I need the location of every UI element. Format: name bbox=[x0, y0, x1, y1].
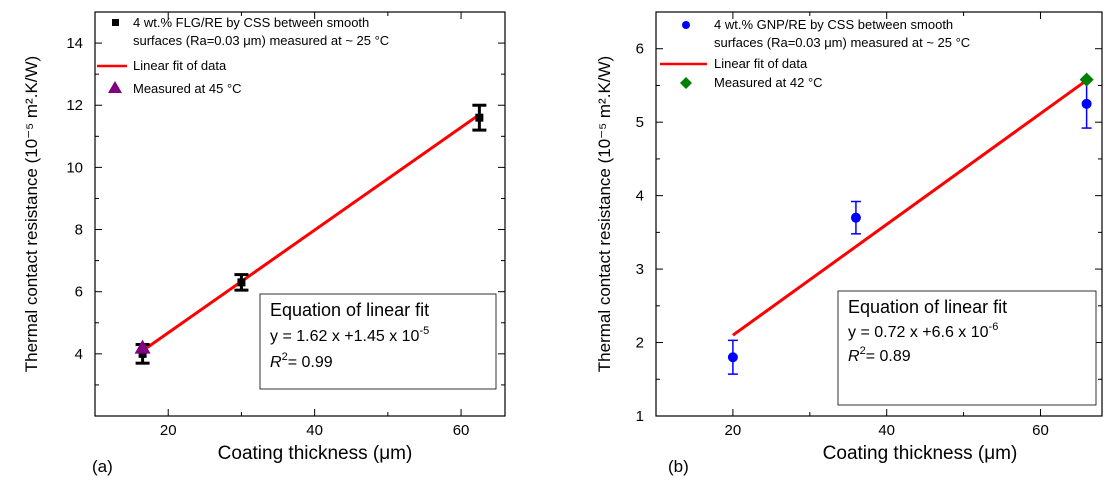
equation-title: Equation of linear fit bbox=[848, 297, 1007, 317]
y-tick-label: 8 bbox=[75, 222, 83, 239]
y-tick-label: 10 bbox=[66, 159, 83, 176]
data-point-circle bbox=[727, 352, 738, 363]
x-tick-label: 60 bbox=[1032, 422, 1049, 439]
data-point-triangle bbox=[134, 339, 151, 354]
y-tick-label: 6 bbox=[75, 284, 83, 301]
chart-marks bbox=[727, 72, 1094, 375]
legend-marker-flg bbox=[112, 19, 119, 26]
chart-panel-b: 20 40 60 1 2 3 4 5 6 Coating thickness (μm) Ther… bbox=[595, 11, 1103, 476]
plot-frame bbox=[94, 11, 506, 417]
equation-r2: R2= 0.99 bbox=[270, 351, 333, 371]
y-tick-label: 2 bbox=[636, 335, 644, 352]
y-tick-label: 12 bbox=[66, 97, 83, 114]
equation-formula: y = 0.72 x +6.6 x 10-6 bbox=[848, 321, 998, 341]
equation-r2: R2= 0.89 bbox=[848, 345, 911, 365]
panel-label: (a) bbox=[92, 457, 113, 476]
x-tick-label: 20 bbox=[160, 422, 177, 439]
y-axis-title: Thermal contact resistance (10⁻⁵ m².K/W) bbox=[595, 56, 614, 372]
x-axis-title: Coating thickness (μm) bbox=[218, 443, 413, 464]
axis-ticks: 20 40 60 1 2 3 4 5 6 bbox=[636, 12, 1102, 439]
legend-marker-42c bbox=[680, 77, 692, 89]
y-tick-label: 4 bbox=[636, 188, 644, 205]
chart-panel-a: 20 40 60 4 6 8 10 12 14 Coating thickness (μm) T… bbox=[22, 11, 506, 476]
x-tick-label: 20 bbox=[725, 422, 742, 439]
fit-line bbox=[141, 113, 481, 352]
data-point-square bbox=[237, 278, 246, 287]
y-tick-label: 3 bbox=[636, 261, 644, 278]
equation-title: Equation of linear fit bbox=[270, 300, 429, 320]
legend-marker-gnp bbox=[682, 21, 690, 29]
y-tick-label: 1 bbox=[636, 408, 644, 425]
x-tick-label: 40 bbox=[306, 422, 323, 439]
y-tick-label: 6 bbox=[636, 41, 644, 58]
y-axis-title: Thermal contact resistance (10⁻⁵ m².K/W) bbox=[22, 56, 41, 372]
legend-label-flg-line2: surfaces (Ra=0.03 μm) measured at ~ 25 °… bbox=[133, 33, 389, 48]
equation-box-frame bbox=[259, 293, 497, 390]
legend-label-45c: Measured at 45 °C bbox=[133, 81, 242, 96]
data-point-square bbox=[475, 113, 484, 122]
plot-frame bbox=[655, 11, 1103, 417]
equation-box: Equation of linear fit y = 1.62 x +1.45 … bbox=[259, 293, 497, 390]
x-tick-label: 60 bbox=[453, 422, 470, 439]
legend: 4 wt.% FLG/RE by CSS between smooth surf… bbox=[97, 15, 389, 96]
panel-label: (b) bbox=[668, 457, 689, 476]
legend-label-fit: Linear fit of data bbox=[714, 56, 808, 71]
legend-label-gnp-line2: surfaces (Ra=0.03 μm) measured at ~ 25 °… bbox=[714, 35, 970, 50]
legend: 4 wt.% GNP/RE by CSS between smooth surf… bbox=[660, 17, 970, 90]
equation-box: Equation of linear fit y = 0.72 x +6.6 x… bbox=[837, 290, 1097, 406]
fit-line bbox=[732, 79, 1088, 337]
x-tick-label: 40 bbox=[878, 422, 895, 439]
legend-label-42c: Measured at 42 °C bbox=[714, 75, 823, 90]
y-tick-label: 5 bbox=[636, 114, 644, 131]
axis-ticks: 20 40 60 4 6 8 10 12 14 bbox=[66, 12, 505, 439]
x-axis-title: Coating thickness (μm) bbox=[823, 443, 1018, 464]
legend-marker-45c bbox=[108, 81, 122, 93]
equation-formula: y = 1.62 x +1.45 x 10-5 bbox=[270, 325, 429, 345]
y-tick-label: 14 bbox=[66, 35, 83, 52]
data-point-diamond bbox=[1079, 72, 1094, 87]
chart-marks bbox=[134, 103, 487, 365]
data-point-circle bbox=[1081, 98, 1092, 109]
y-tick-label: 4 bbox=[75, 346, 83, 363]
equation-box-frame bbox=[837, 290, 1097, 406]
legend-label-gnp-line1: 4 wt.% GNP/RE by CSS between smooth bbox=[714, 17, 953, 32]
data-point-square bbox=[138, 349, 147, 358]
legend-label-fit: Linear fit of data bbox=[133, 58, 227, 73]
data-point-circle bbox=[850, 212, 861, 223]
legend-label-flg-line1: 4 wt.% FLG/RE by CSS between smooth bbox=[133, 15, 369, 30]
